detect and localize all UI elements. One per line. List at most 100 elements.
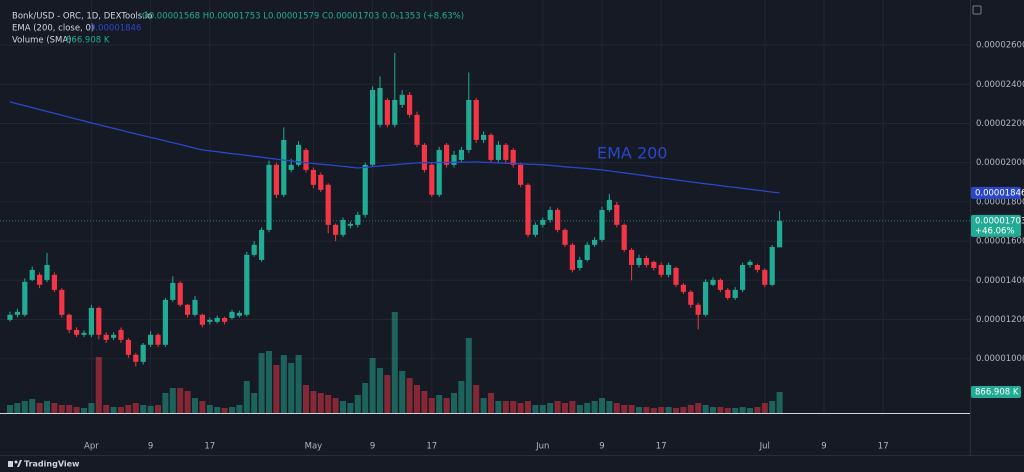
volume-bar bbox=[473, 385, 480, 413]
candle-body bbox=[510, 149, 516, 165]
candle-body bbox=[555, 209, 561, 230]
volume-bar bbox=[384, 375, 391, 413]
volume-bar bbox=[525, 401, 531, 413]
candle-body bbox=[680, 284, 686, 292]
volume-bar bbox=[273, 365, 280, 413]
volume-bar bbox=[569, 401, 576, 413]
candle-body bbox=[318, 174, 324, 190]
volume-bar bbox=[236, 405, 243, 413]
volume-bar bbox=[369, 358, 376, 413]
candle-body bbox=[732, 289, 738, 298]
volume-bar bbox=[177, 388, 184, 413]
volume-bar bbox=[7, 405, 13, 413]
volume-bar bbox=[650, 408, 657, 413]
candle-body bbox=[340, 219, 346, 235]
x-tick-label: 9 bbox=[148, 442, 153, 452]
candle-body bbox=[636, 257, 642, 265]
volume-label-box bbox=[971, 386, 1021, 399]
volume-bar bbox=[199, 401, 206, 413]
price-label-box bbox=[971, 214, 1021, 237]
volume-bar bbox=[502, 401, 509, 413]
volume-bar bbox=[110, 407, 117, 413]
candle-body bbox=[473, 99, 479, 140]
candle-body bbox=[273, 164, 279, 195]
candle-body bbox=[606, 199, 612, 210]
volume-bar bbox=[769, 401, 776, 413]
volume-bar bbox=[710, 407, 716, 413]
volume-bar bbox=[776, 392, 783, 413]
volume-bar bbox=[280, 355, 287, 413]
candle-body bbox=[59, 289, 65, 315]
x-tick-label: May bbox=[305, 442, 323, 452]
volume-bar bbox=[66, 405, 73, 413]
volume-bar bbox=[613, 403, 620, 413]
volume-bar bbox=[332, 398, 339, 413]
candle-body bbox=[37, 274, 43, 285]
candle-body bbox=[111, 334, 117, 338]
volume-bar bbox=[125, 405, 132, 413]
logo bbox=[8, 460, 22, 467]
volume-bar bbox=[599, 398, 605, 413]
candle-body bbox=[310, 169, 316, 185]
candle-body bbox=[22, 281, 28, 315]
indicator-value: 0.00001846 bbox=[90, 24, 141, 34]
y-tick-label: 0.00001600 bbox=[976, 237, 1024, 247]
y-tick-label: 0.00001200 bbox=[976, 315, 1024, 325]
volume-bar bbox=[621, 405, 628, 413]
volume-bar bbox=[517, 403, 524, 413]
volume-bar bbox=[325, 395, 332, 413]
volume-bar bbox=[184, 391, 191, 413]
volume-bar bbox=[347, 403, 354, 413]
candle-body bbox=[162, 299, 168, 345]
candle-body bbox=[222, 317, 228, 322]
candle-body bbox=[384, 99, 390, 125]
candle-body bbox=[577, 259, 583, 268]
candle-body bbox=[399, 94, 405, 105]
candle-body bbox=[488, 134, 494, 160]
volume-bar bbox=[584, 403, 591, 413]
volume-bar bbox=[36, 403, 43, 413]
overlay: 0.00002600 0.00002400 0.00002200 0.00002000… bbox=[84, 41, 1024, 452]
volume-bar bbox=[761, 403, 768, 413]
volume-bar bbox=[266, 351, 272, 413]
x-tick-label: 9 bbox=[821, 442, 826, 452]
candle-body bbox=[429, 164, 435, 195]
last-price-label: 0.00001703 bbox=[975, 216, 1024, 226]
volume-bar bbox=[377, 368, 383, 413]
volume-bar bbox=[554, 401, 561, 413]
volume-bar bbox=[162, 393, 169, 413]
volume-bar bbox=[243, 381, 250, 413]
volume-bar bbox=[206, 405, 213, 413]
candle-body bbox=[717, 279, 723, 290]
volume-bar bbox=[591, 401, 598, 413]
x-tick-label: Jul bbox=[759, 442, 770, 452]
y-tick-label: 0.00001800 bbox=[976, 197, 1024, 207]
volume-bar bbox=[428, 398, 435, 413]
candle-body bbox=[177, 282, 183, 305]
ema-label-box bbox=[971, 186, 1021, 199]
candle-body bbox=[532, 224, 538, 235]
candle-body bbox=[747, 261, 753, 265]
volume-bar bbox=[21, 401, 28, 413]
candle-body bbox=[688, 291, 694, 305]
volume-bar bbox=[658, 407, 665, 413]
y-tick-label: 0.00001400 bbox=[976, 276, 1024, 286]
candle-body bbox=[584, 244, 590, 260]
y-tick-label: 0.00002000 bbox=[976, 158, 1024, 168]
candle-body bbox=[347, 223, 353, 226]
candle-body bbox=[592, 239, 598, 245]
volume-bar bbox=[132, 403, 139, 413]
candle-body bbox=[303, 149, 309, 170]
candle-body bbox=[658, 264, 664, 275]
volume-bar bbox=[547, 403, 554, 413]
ohlc-legend: O0.00001568 H0.00001753 L0.00001579 C0.0… bbox=[142, 12, 464, 22]
volume-bar bbox=[406, 378, 413, 413]
candle-body bbox=[769, 246, 775, 285]
logo-mark bbox=[14, 460, 18, 464]
settings-icon[interactable] bbox=[972, 5, 982, 15]
ema-annotation: EMA 200 bbox=[597, 144, 667, 163]
volume-bar bbox=[606, 401, 613, 413]
volume-bar bbox=[421, 391, 428, 413]
candle-body bbox=[503, 144, 509, 160]
